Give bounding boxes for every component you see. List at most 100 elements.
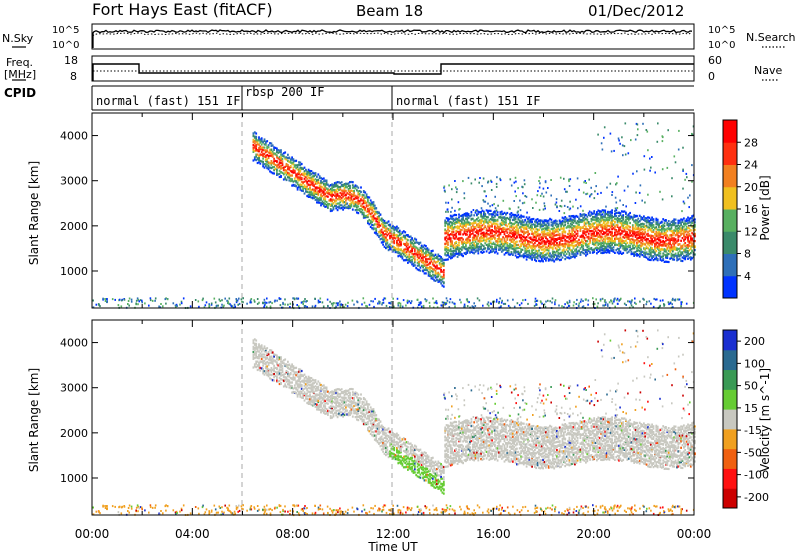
power-pixel (466, 305, 469, 308)
power-pixel (636, 170, 638, 173)
power-pixel (551, 229, 554, 232)
power-pixel (576, 215, 579, 218)
power-pixel (616, 224, 619, 227)
power-pixel (604, 247, 607, 250)
power-pixel (513, 226, 516, 229)
power-pixel (658, 254, 660, 257)
power-pixel (546, 222, 549, 225)
power-pixel (669, 238, 671, 241)
power-pixel (338, 205, 340, 208)
power-pixel (480, 226, 482, 229)
power-pixel (576, 226, 579, 230)
power-pixel (658, 223, 660, 226)
power-pixel (423, 264, 426, 267)
power-pixel (343, 197, 346, 200)
power-pixel (694, 223, 696, 227)
power-pixel (484, 239, 487, 242)
power-pixel (654, 257, 656, 261)
power-pixel (549, 240, 551, 243)
power-pixel (602, 242, 605, 245)
power-pixel (689, 238, 692, 241)
power-pixel (648, 234, 651, 237)
power-pixel (666, 223, 669, 227)
power-pixel (437, 275, 440, 278)
power-pixel (589, 237, 591, 240)
power-pixel (612, 246, 615, 249)
power-pixel (499, 240, 502, 243)
power-pixel (568, 304, 570, 307)
freq-left-label-1: Freq. (6, 56, 33, 69)
power-pixel (498, 230, 500, 233)
power-pixel (510, 214, 513, 217)
power-pixel (451, 245, 453, 248)
power-pixel (658, 230, 660, 234)
power-pixel (615, 183, 617, 186)
power-pixel (616, 243, 619, 246)
power-pixel (540, 236, 543, 239)
power-pixel (310, 183, 313, 186)
power-pixel (656, 253, 659, 256)
power-pixel (619, 142, 621, 145)
power-pixel (619, 220, 622, 223)
power-pixel (510, 238, 513, 242)
power-pixel (454, 249, 456, 252)
power-pixel (419, 259, 422, 262)
power-pixel (338, 194, 340, 198)
power-pixel (440, 304, 443, 307)
power-pixel (137, 303, 139, 306)
power-pixel (391, 233, 394, 236)
power-pixel (524, 252, 527, 255)
power-pixel (689, 241, 692, 244)
power-pixel (344, 303, 347, 306)
power-pixel (494, 247, 496, 250)
power-pixel (465, 232, 467, 236)
power-pixel (560, 236, 562, 239)
power-pixel (360, 204, 362, 207)
power-pixel (649, 236, 652, 239)
power-pixel (349, 181, 351, 184)
power-pixel (364, 207, 367, 210)
power-pixel (682, 169, 684, 172)
power-pixel (587, 245, 590, 248)
power-pixel (313, 184, 315, 187)
power-pixel (666, 248, 669, 251)
power-pixel (346, 197, 349, 200)
power-pixel (356, 204, 358, 207)
power-pixel (685, 249, 688, 252)
power-pixel (471, 224, 474, 227)
power-pixel (518, 255, 521, 258)
power-pixel (460, 220, 463, 223)
power-pixel (528, 245, 531, 248)
power-pixel (256, 143, 259, 146)
power-pixel (321, 177, 324, 180)
power-pixel (551, 238, 554, 241)
power-pixel (408, 250, 411, 253)
power-pixel (346, 192, 349, 195)
power-pixel (266, 149, 269, 152)
power-pixel (393, 234, 396, 237)
power-pixel (619, 226, 622, 229)
power-pixel (598, 213, 601, 216)
power-pixel (604, 213, 607, 216)
power-pixel (340, 192, 343, 195)
power-pixel (276, 149, 278, 152)
power-pixel (311, 175, 314, 178)
power-pixel (556, 248, 558, 251)
power-pixel (423, 260, 426, 263)
power-pixel (578, 221, 580, 224)
power-pixel (381, 303, 383, 306)
power-pixel (287, 176, 289, 179)
power-pixel (331, 184, 333, 187)
power-pixel (444, 219, 447, 222)
power-pixel (263, 143, 266, 146)
power-pixel (615, 233, 618, 236)
power-pixel (606, 186, 608, 189)
power-pixel (499, 227, 502, 230)
power-pixel (350, 201, 353, 204)
power-pixel (627, 235, 630, 238)
power-pixel (396, 251, 398, 254)
power-pixel (616, 217, 619, 220)
power-pixel (465, 221, 467, 224)
power-pixel (419, 303, 421, 306)
power-pixel (328, 185, 331, 188)
